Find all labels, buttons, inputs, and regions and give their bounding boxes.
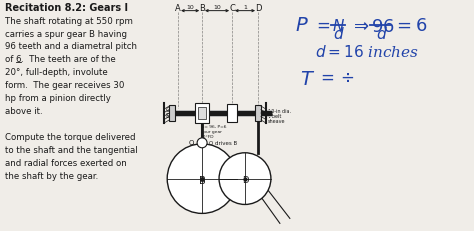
Text: $d$: $d$ — [375, 26, 387, 42]
Text: and radial forces exerted on: and radial forces exerted on — [5, 159, 127, 168]
Text: $T$: $T$ — [300, 71, 315, 89]
Text: Q drives B: Q drives B — [209, 140, 237, 145]
Text: $d = 16$ inches: $d = 16$ inches — [315, 44, 419, 61]
Text: 1: 1 — [243, 5, 247, 10]
Text: Q: Q — [189, 140, 194, 146]
Text: to the shaft and the tangential: to the shaft and the tangential — [5, 146, 137, 155]
Text: sheave: sheave — [268, 119, 285, 124]
Text: spur gear: spur gear — [201, 130, 222, 134]
Text: A: A — [175, 4, 181, 13]
Text: $=$: $=$ — [313, 17, 330, 33]
Text: $\Rightarrow$: $\Rightarrow$ — [350, 16, 369, 33]
Bar — [198, 107, 206, 119]
Text: The shaft rotating at 550 rpm: The shaft rotating at 550 rpm — [5, 17, 133, 26]
Text: 10-in dia.: 10-in dia. — [268, 109, 291, 114]
Text: hp from a pinion directly: hp from a pinion directly — [5, 94, 110, 103]
Text: Q: Q — [165, 107, 171, 113]
Text: $N$: $N$ — [332, 18, 345, 33]
Text: carries a spur gear B having: carries a spur gear B having — [5, 30, 127, 39]
Text: 6: 6 — [16, 55, 21, 64]
Text: Recitation 8.2: Gears I: Recitation 8.2: Gears I — [5, 3, 128, 13]
Bar — [195, 103, 209, 123]
Text: V-belt: V-belt — [268, 114, 283, 119]
Text: .  The teeth are of the: . The teeth are of the — [21, 55, 115, 64]
Text: 96 teeth and a diametral pitch: 96 teeth and a diametral pitch — [5, 43, 137, 52]
Text: the shaft by the gear.: the shaft by the gear. — [5, 172, 98, 181]
Circle shape — [219, 153, 271, 204]
Circle shape — [167, 144, 237, 213]
Text: D: D — [242, 176, 248, 185]
Text: 20°FD: 20°FD — [201, 135, 215, 139]
Bar — [227, 104, 237, 122]
Text: D: D — [255, 4, 261, 13]
Text: 10: 10 — [186, 5, 194, 10]
Bar — [169, 105, 175, 121]
Text: $= \div$: $= \div$ — [317, 69, 355, 86]
Text: 10: 10 — [213, 5, 221, 10]
Bar — [255, 105, 261, 121]
Text: above it.: above it. — [5, 107, 42, 116]
Text: $96$: $96$ — [371, 18, 394, 36]
Text: Compute the torque delivered: Compute the torque delivered — [5, 133, 135, 142]
Text: $= 6$: $= 6$ — [392, 17, 427, 35]
Text: $d$: $d$ — [333, 26, 345, 42]
Circle shape — [197, 138, 207, 148]
Text: $P$: $P$ — [295, 17, 309, 35]
Text: 20°, full-depth, involute: 20°, full-depth, involute — [5, 68, 108, 77]
Text: of: of — [5, 55, 16, 64]
Text: N= 96, P=6: N= 96, P=6 — [201, 125, 227, 129]
Text: form.  The gear receives 30: form. The gear receives 30 — [5, 81, 124, 90]
Text: B: B — [199, 4, 205, 13]
Text: B: B — [199, 176, 206, 185]
Text: B: B — [165, 113, 170, 119]
Text: C: C — [229, 4, 235, 13]
